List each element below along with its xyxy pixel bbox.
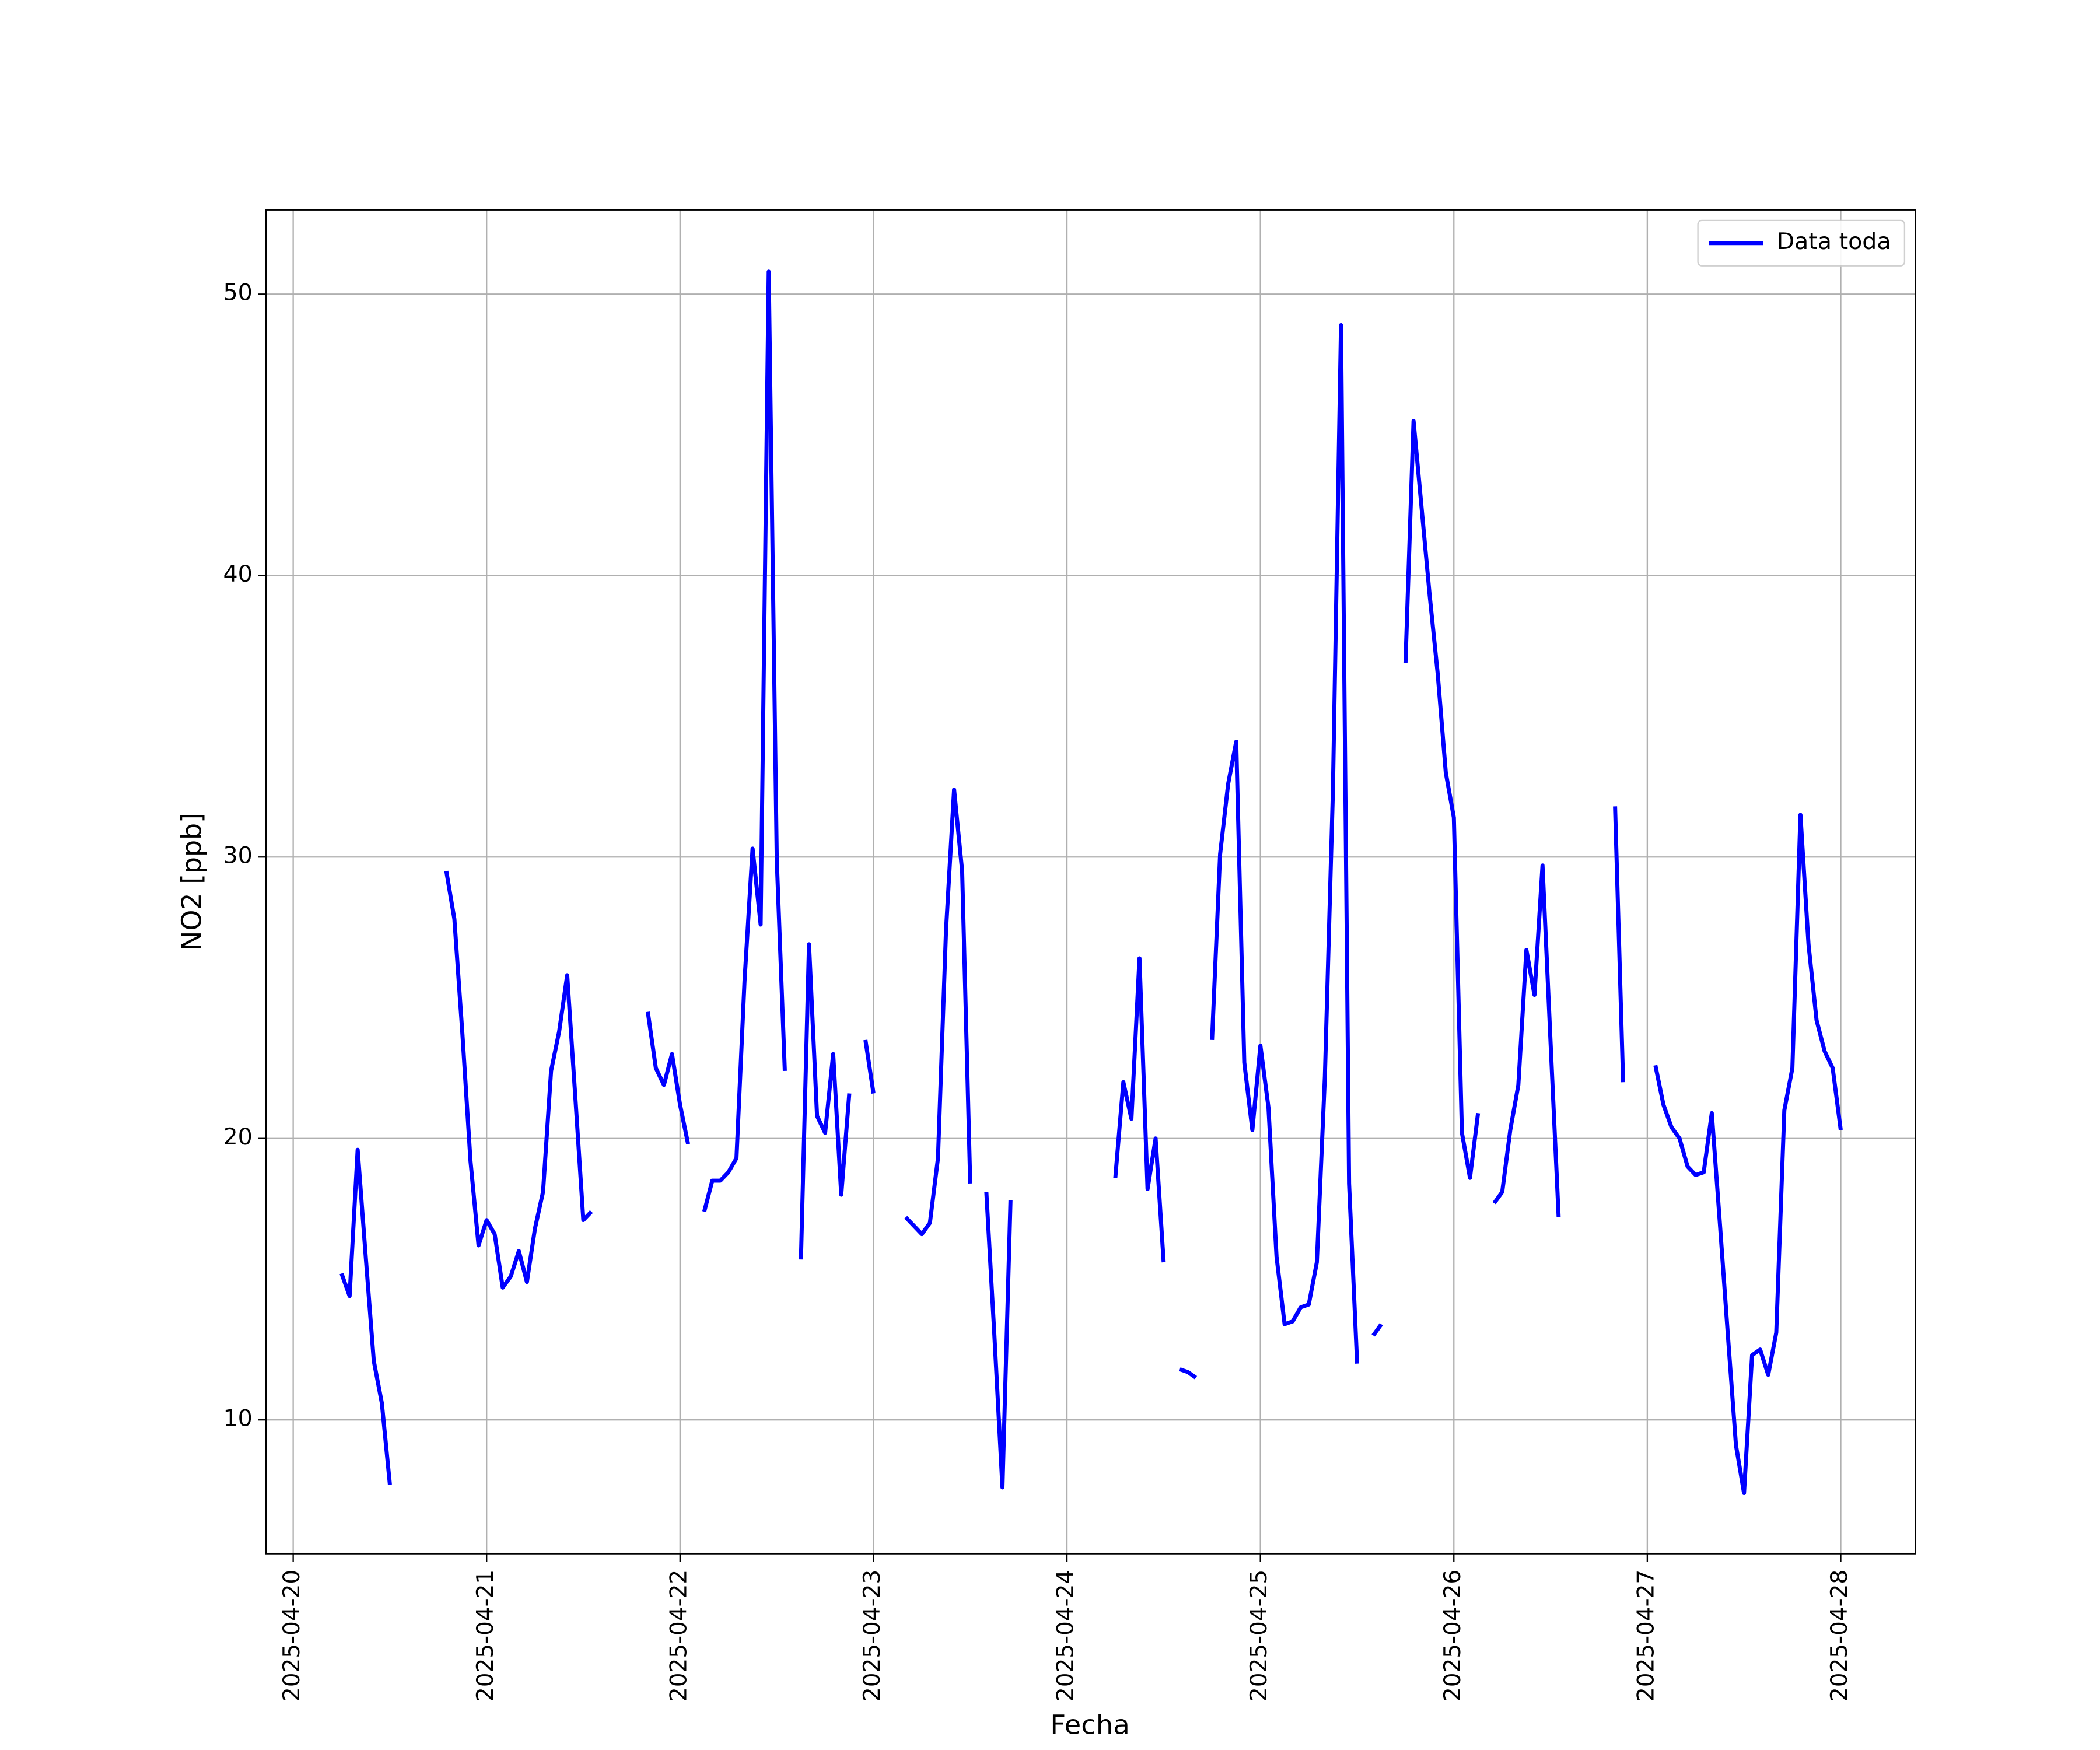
y-tick-label: 30 [223, 843, 253, 869]
x-tick-label: 2025-04-22 [666, 1570, 692, 1702]
y-tick-label: 50 [223, 280, 253, 306]
y-tick-label: 10 [223, 1406, 253, 1432]
x-tick-label: 2025-04-25 [1246, 1570, 1272, 1702]
x-tick-label: 2025-04-20 [279, 1570, 305, 1702]
y-tick-label: 20 [223, 1124, 253, 1150]
x-tick-label: 2025-04-24 [1052, 1570, 1079, 1702]
x-tick-label: 2025-04-21 [473, 1570, 499, 1702]
y-axis-label: NO2 [ppb] [176, 813, 207, 951]
x-tick-label: 2025-04-23 [859, 1570, 886, 1702]
x-tick-label: 2025-04-28 [1826, 1570, 1853, 1702]
x-tick-label: 2025-04-26 [1440, 1570, 1466, 1702]
grid [266, 209, 1916, 1554]
legend-box [1697, 219, 1906, 267]
legend: Data toda [1697, 219, 1906, 267]
x-axis-label: Fecha [1050, 1709, 1129, 1741]
legend-label: Data toda [1777, 229, 1891, 255]
y-tick-label: 40 [223, 561, 253, 587]
ticks: 2025-04-20 2025-04-21 2025-04-22 2025-04-23… [223, 280, 1853, 1702]
x-tick-label: 2025-04-27 [1633, 1570, 1659, 1702]
data-line [340, 270, 1843, 1496]
axes-frame [265, 209, 1916, 1555]
plot-area [340, 270, 1843, 1496]
